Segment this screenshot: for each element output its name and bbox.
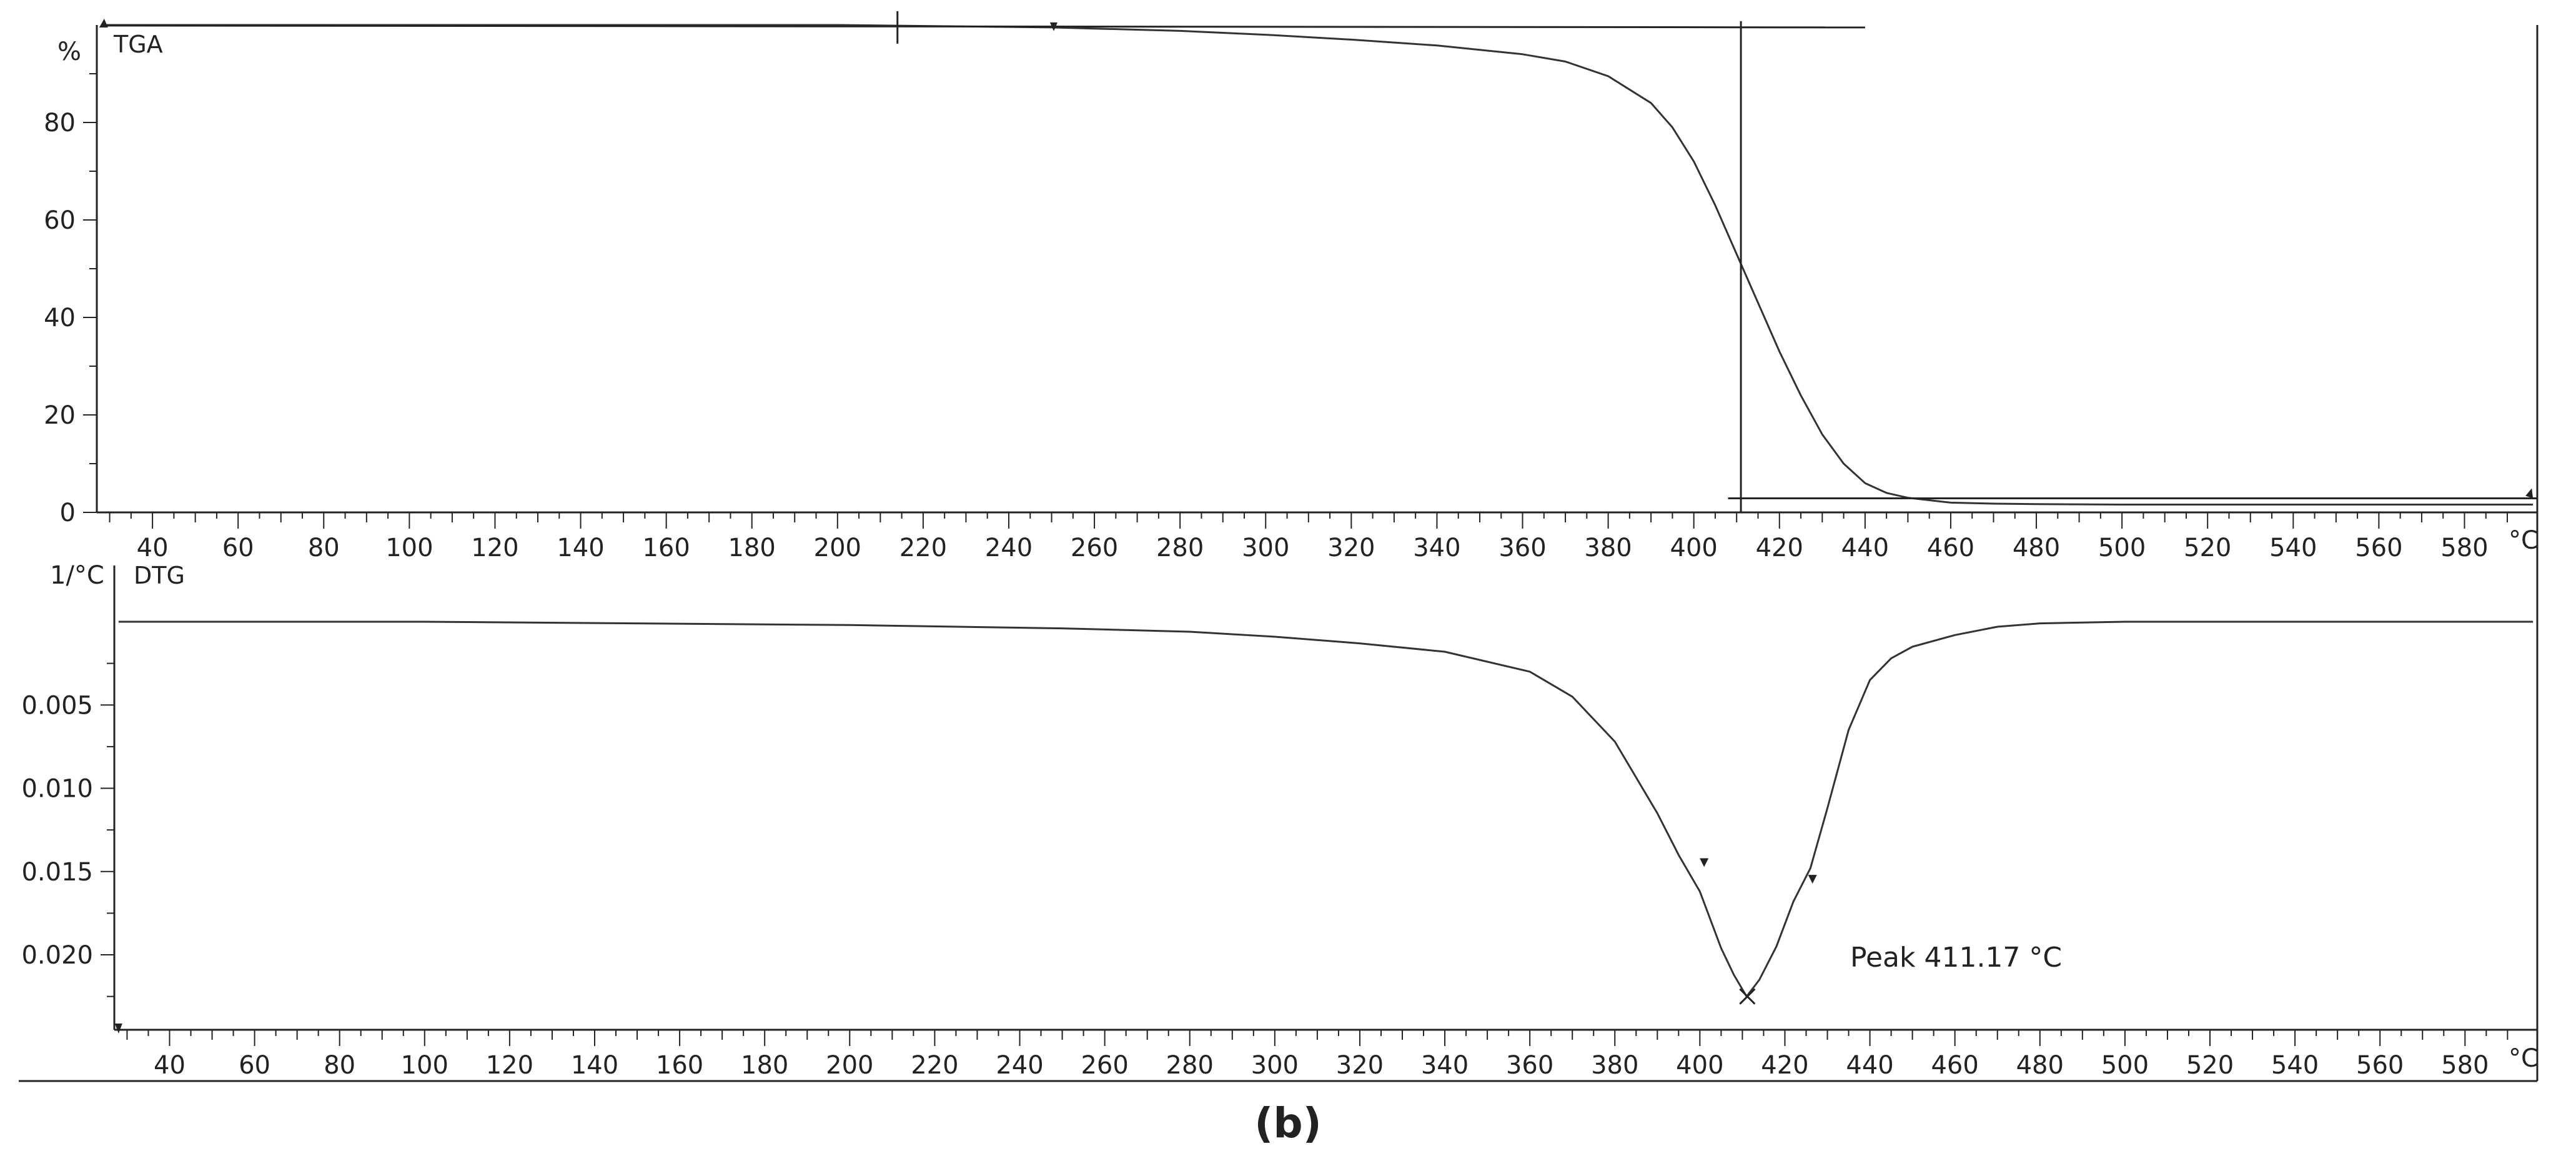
tga-x-tick-label-100: 100	[385, 534, 433, 562]
tga-y-tick-label-2: 40	[44, 304, 76, 332]
tga-title: TGA	[113, 31, 163, 58]
dtg-x-tick-label-320: 320	[1336, 1051, 1384, 1080]
dtg-y-tick-label-0: 0.005	[21, 691, 93, 720]
tga-x-tick-label-500: 500	[2098, 534, 2146, 562]
tga-x-tick-label-420: 420	[1756, 534, 1803, 562]
dtg-series-line-0	[118, 620, 2534, 998]
dtg-x-tick-label-60: 60	[239, 1051, 270, 1080]
dtg-title: DTG	[134, 562, 185, 589]
dtg-right-inflection-marker	[1808, 875, 1817, 884]
tga-x-tick-label-60: 60	[222, 534, 254, 562]
dtg-x-tick-label-260: 260	[1081, 1051, 1128, 1080]
dtg-y-unit: 1/°C	[50, 561, 104, 590]
tga-mid-marker	[1049, 22, 1058, 31]
dtg-x-tick-label-400: 400	[1676, 1051, 1723, 1080]
dtg-y-tick-label-2: 0.015	[21, 858, 93, 887]
dtg-x-tick-label-500: 500	[2101, 1051, 2149, 1080]
dtg-peak-cross-b	[1739, 988, 1756, 1005]
tga-x-tick-label-240: 240	[985, 534, 1033, 562]
dtg-x-tick-label-300: 300	[1251, 1051, 1299, 1080]
tga-x-tick-label-520: 520	[2184, 534, 2231, 562]
tga-y-unit: %	[57, 37, 81, 66]
dtg-x-tick-label-540: 540	[2271, 1051, 2319, 1080]
tga-x-tick-label-200: 200	[814, 534, 861, 562]
dtg-y-tick-label-3: 0.020	[21, 941, 93, 970]
tga-x-tick-label-220: 220	[899, 534, 947, 562]
tga-x-tick-label-560: 560	[2355, 534, 2402, 562]
tga-y-tick-label-3: 60	[44, 206, 76, 235]
tga-y-tick-label-1: 20	[44, 401, 76, 430]
figure-caption: (b)	[1254, 1099, 1322, 1147]
dtg-x-tick-label-120: 120	[486, 1051, 533, 1080]
tga-x-tick-label-460: 460	[1927, 534, 1974, 562]
tga-end-marker	[2525, 488, 2534, 499]
tga-x-tick-label-320: 320	[1327, 534, 1375, 562]
dtg-x-tick-label-280: 280	[1166, 1051, 1214, 1080]
tga-x-tick-label-180: 180	[728, 534, 776, 562]
tga-x-tick-label-360: 360	[1499, 534, 1546, 562]
dtg-x-tick-label-40: 40	[154, 1051, 186, 1080]
tga-x-tick-label-480: 480	[2013, 534, 2060, 562]
plot-layer: 40 60 80 100 120 140 160 180 200 220 240 260 280 300 3…	[19, 11, 2539, 1082]
tga-x-tick-label-340: 340	[1413, 534, 1460, 562]
dtg-y-tick-label-1: 0.010	[21, 775, 93, 804]
dtg-x-tick-label-580: 580	[2441, 1051, 2489, 1080]
dtg-x-tick-label-420: 420	[1761, 1051, 1808, 1080]
tga-x-tick-label-280: 280	[1156, 534, 1204, 562]
tga-x-tick-label-260: 260	[1071, 534, 1118, 562]
tga-x-tick-label-300: 300	[1242, 534, 1289, 562]
dtg-peak-annotation: Peak 411.17 °C	[1850, 942, 2062, 974]
tga-x-tick-label-40: 40	[137, 534, 169, 562]
dtg-x-tick-label-340: 340	[1421, 1051, 1469, 1080]
tga-x-tick-label-160: 160	[642, 534, 690, 562]
dtg-x-tick-label-200: 200	[826, 1051, 873, 1080]
dtg-x-tick-label-440: 440	[1846, 1051, 1893, 1080]
tga-y-tick-label-0: 0	[60, 499, 76, 527]
dtg-left-inflection-marker	[1700, 858, 1709, 867]
tga-x-tick-label-140: 140	[557, 534, 604, 562]
dtg-x-tick-label-360: 360	[1506, 1051, 1553, 1080]
tga-x-tick-label-80: 80	[308, 534, 340, 562]
dtg-x-tick-label-460: 460	[1931, 1051, 1978, 1080]
dtg-start-marker	[114, 1024, 122, 1034]
tga-x-tick-label-540: 540	[2269, 534, 2317, 562]
dtg-x-tick-label-220: 220	[911, 1051, 958, 1080]
dtg-x-tick-label-140: 140	[571, 1051, 618, 1080]
tga-x-unit: °C	[2509, 526, 2539, 555]
dtg-x-tick-label-240: 240	[996, 1051, 1043, 1080]
dtg-x-tick-label-520: 520	[2186, 1051, 2234, 1080]
dtg-x-tick-label-180: 180	[741, 1051, 788, 1080]
dtg-x-tick-label-160: 160	[656, 1051, 703, 1080]
dtg-x-tick-label-380: 380	[1591, 1051, 1638, 1080]
tga-upper-step-line	[101, 24, 1865, 29]
tga-start-marker	[99, 19, 108, 27]
tga-series-line-0	[101, 24, 2534, 506]
tga-x-tick-label-400: 400	[1670, 534, 1718, 562]
tga-y-tick-label-4: 80	[44, 109, 76, 137]
tga-x-tick-label-580: 580	[2440, 534, 2488, 562]
dtg-x-tick-label-560: 560	[2356, 1051, 2404, 1080]
dtg-x-unit: °C	[2509, 1044, 2539, 1073]
dtg-x-tick-label-80: 80	[324, 1051, 355, 1080]
dtg-x-tick-label-100: 100	[401, 1051, 448, 1080]
tga-x-tick-label-380: 380	[1584, 534, 1632, 562]
tga-x-tick-label-440: 440	[1841, 534, 1889, 562]
dtg-x-tick-label-480: 480	[2016, 1051, 2064, 1080]
tga-x-tick-label-120: 120	[471, 534, 518, 562]
